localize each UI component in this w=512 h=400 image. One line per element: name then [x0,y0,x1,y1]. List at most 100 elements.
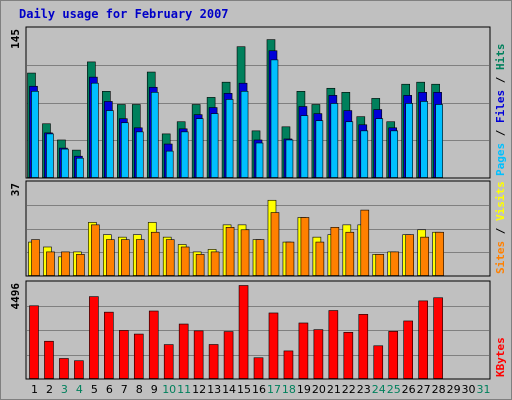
pages-bar-12 [195,118,204,178]
kbytes-bar-24 [373,345,384,379]
kbytes-bar-1 [29,305,39,379]
kbytes-bar-9 [148,310,159,379]
sites-bar-23 [360,209,370,276]
pages-bar-10 [165,150,174,178]
kbytes-bar-22 [343,331,354,379]
sites-bar-16 [255,239,265,276]
legend-separator: / [494,70,507,90]
legend-visits: Visits [494,181,507,221]
x-tick-label-31: 31 [477,383,491,396]
sites-bar-6 [106,239,115,276]
legend-separator: / [494,221,507,241]
sites-bar-2 [46,251,55,276]
legend-sites: Sites [494,241,507,274]
pages-bar-19 [300,115,309,178]
pages-bar-21 [330,103,339,178]
sites-bar-17 [270,212,280,276]
sites-bar-26 [405,234,414,276]
pages-bar-28 [435,104,443,178]
sites-bar-10 [165,239,175,276]
x-tick-label-4: 4 [76,383,83,396]
sites-bar-24 [375,254,385,276]
kbytes-bar-8 [133,333,144,379]
pages-bar-2 [46,133,54,178]
sites-bar-3 [61,251,70,276]
pages-bar-11 [180,131,189,178]
sites-bar-21 [330,227,340,276]
x-tick-label-11: 11 [177,383,191,396]
kbytes-bar-12 [193,330,204,379]
kbytes-bar-27 [418,300,428,379]
kbytes-bar-15 [238,285,249,379]
x-tick-label-8: 8 [136,383,143,396]
pages-bar-7 [121,122,129,178]
sites-bar-22 [345,231,355,276]
sites-bar-19 [300,217,310,276]
x-tick-label-16: 16 [252,383,266,396]
x-tick-label-6: 6 [106,383,113,396]
sites-bar-8 [135,239,145,276]
x-tick-label-25: 25 [387,383,401,396]
pages-bar-4 [76,157,84,178]
x-tick-label-21: 21 [327,383,341,396]
sites-bar-1 [31,239,40,276]
kbytes-bar-7 [119,330,129,379]
legend-kbytes: KBytes [494,337,507,377]
pages-bar-3 [61,148,69,178]
x-tick-label-1: 1 [31,383,38,396]
x-tick-label-9: 9 [151,383,158,396]
panel-1-legend: Pages / Files / Hits [494,44,507,177]
legend-files: Files [494,90,507,123]
kbytes-bar-13 [208,344,219,379]
kbytes-bar-10 [163,344,174,379]
pages-bar-24 [375,118,384,178]
pages-bar-6 [106,110,114,178]
x-tick-label-13: 13 [207,383,221,396]
kbytes-bar-20 [313,329,324,379]
x-tick-label-27: 27 [417,383,431,396]
kbytes-bar-4 [74,360,84,379]
pages-bar-14 [225,99,234,178]
pages-bar-27 [420,101,428,178]
sites-bar-14 [225,227,235,276]
sites-bar-12 [195,254,205,276]
kbytes-bar-14 [223,331,234,379]
kbytes-bar-3 [59,358,69,379]
sites-bar-5 [91,224,100,276]
x-tick-label-2: 2 [46,383,53,396]
panel-3-legend: KBytes [494,337,507,377]
panel-1-ymax-label: 145 [9,29,22,49]
pages-bar-26 [405,103,413,178]
sites-bar-20 [315,241,325,276]
panel-2-ymax-label: 37 [9,183,22,196]
legend-pages: Pages [494,143,507,176]
kbytes-bar-5 [89,296,99,379]
pages-bar-5 [91,82,99,178]
pages-bar-25 [390,130,399,178]
legend-separator: / [494,123,507,143]
x-tick-label-18: 18 [282,383,296,396]
x-tick-label-23: 23 [357,383,371,396]
panel-2-legend: Sites / Visits [494,181,507,274]
x-tick-label-5: 5 [91,383,98,396]
x-tick-label-19: 19 [297,383,311,396]
sites-bar-7 [121,239,130,276]
pages-bar-8 [135,131,144,178]
sites-bar-15 [240,229,250,276]
kbytes-bar-28 [433,297,443,379]
x-tick-label-7: 7 [121,383,128,396]
x-tick-label-10: 10 [162,383,176,396]
kbytes-bar-2 [44,340,54,379]
x-tick-label-29: 29 [447,383,461,396]
x-tick-label-28: 28 [432,383,446,396]
x-tick-label-15: 15 [237,383,251,396]
sites-bar-13 [210,251,220,276]
sites-bar-9 [150,231,160,276]
pages-bar-20 [315,120,324,178]
x-tick-label-24: 24 [372,383,386,396]
pages-bar-9 [150,92,159,178]
kbytes-bar-17 [268,312,279,379]
sites-bar-28 [435,231,444,276]
kbytes-bar-11 [178,323,189,379]
